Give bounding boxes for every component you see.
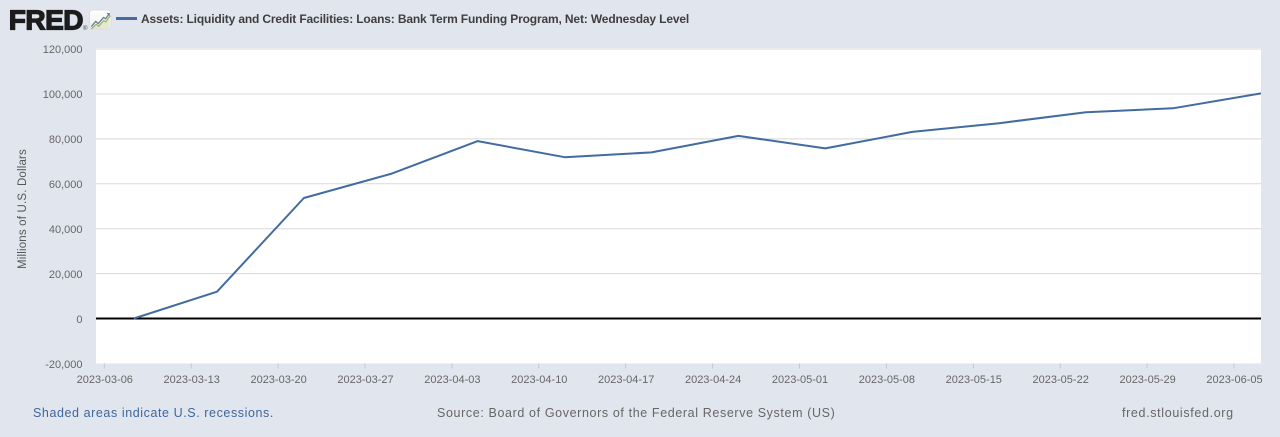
svg-text:®: ® <box>83 24 88 32</box>
svg-text:FRED: FRED <box>9 4 84 35</box>
